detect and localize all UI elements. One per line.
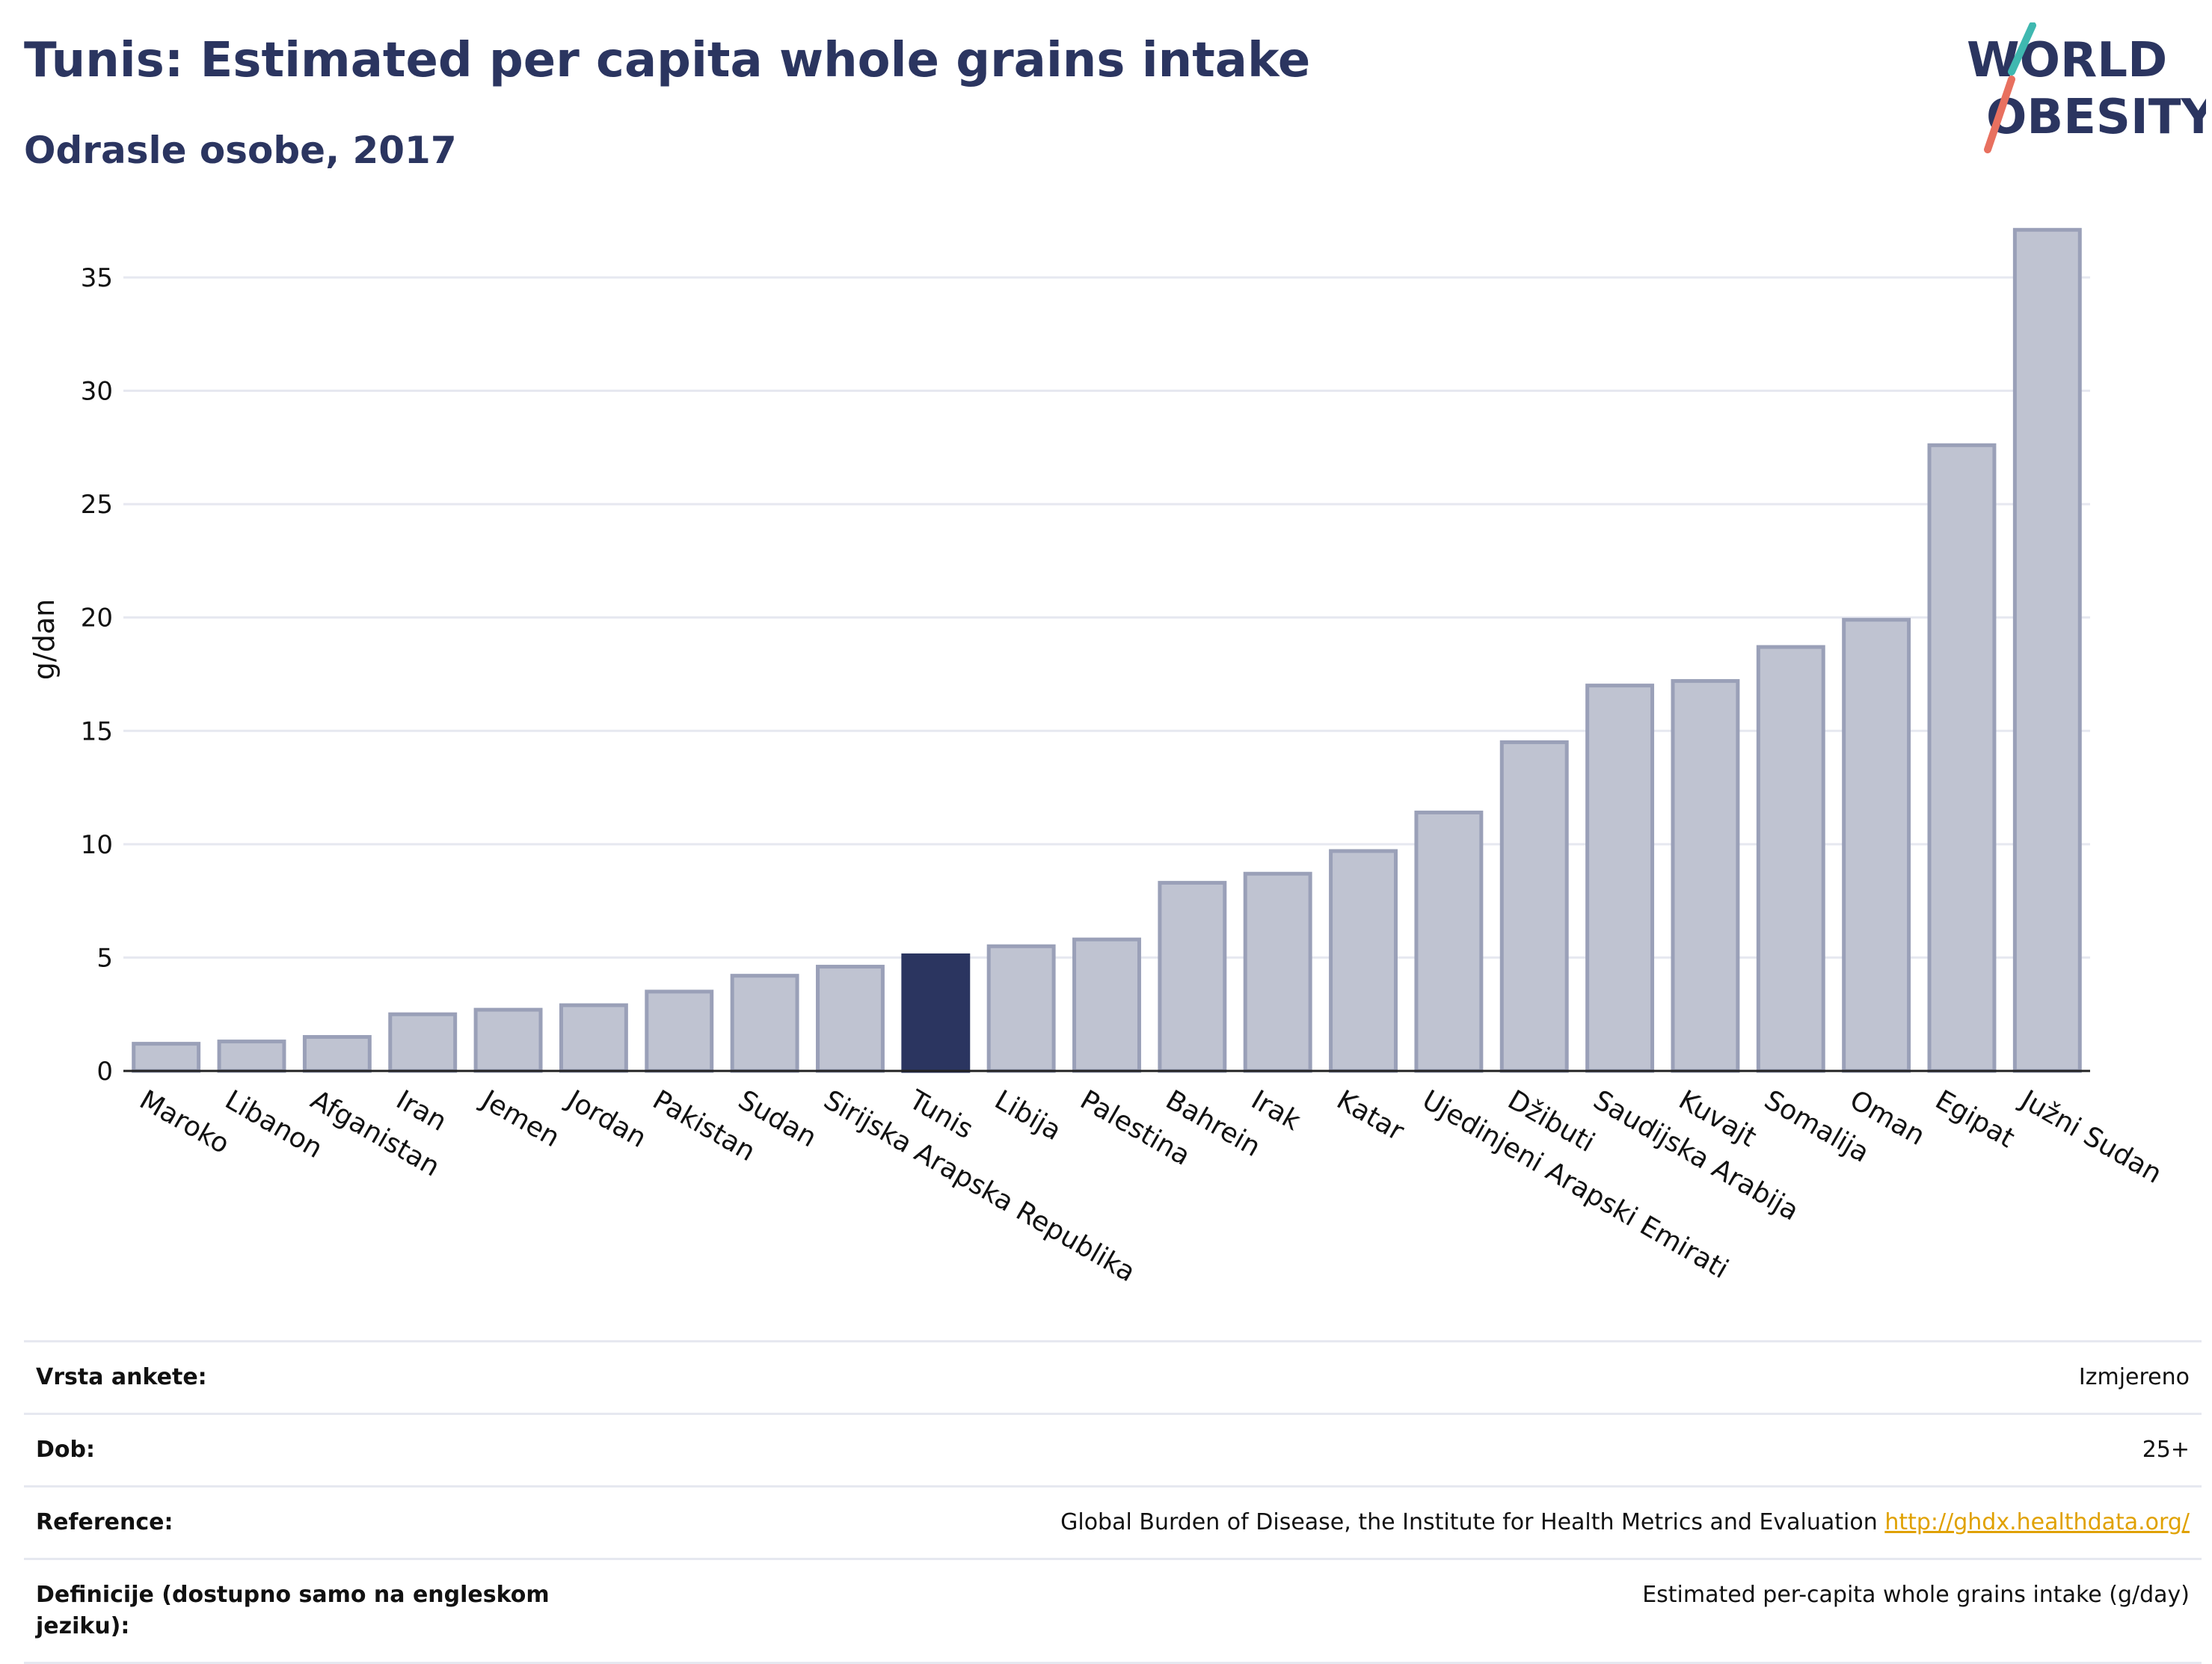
reference-text: Global Burden of Disease, the Institute … xyxy=(1060,1509,1878,1535)
x-tick-label: Katar xyxy=(1332,1084,1410,1147)
bar-kuvajt xyxy=(1671,679,1740,1073)
bar-ju-ni-sudan xyxy=(2012,227,2082,1073)
info-key: Definicije (dostupno samo na engleskom j… xyxy=(36,1582,550,1639)
logo-slash-coral xyxy=(1984,76,2015,153)
page-title: Tunis: Estimated per capita whole grains… xyxy=(24,33,1311,88)
bar-bahrein xyxy=(1158,880,1227,1073)
logo-slash-teal xyxy=(2008,22,2036,76)
bar-palestina xyxy=(1072,937,1141,1073)
reference-link[interactable]: http://ghdx.healthdata.org/ xyxy=(1884,1509,2190,1535)
bar-jemen xyxy=(473,1007,543,1073)
bar-pakistan xyxy=(645,989,714,1073)
bar-d-ibuti xyxy=(1499,740,1569,1073)
bar-maroko xyxy=(132,1042,201,1073)
y-axis-label: g/dan xyxy=(28,599,61,680)
y-tick-label: 25 xyxy=(81,490,113,520)
y-axis-ticks: 0 5 10 15 20 25 30 35 xyxy=(81,263,113,1087)
logo-line1: WORLD xyxy=(1967,33,2167,88)
info-row-reference: Reference: Global Burden of Disease, the… xyxy=(24,1485,2202,1558)
bar-iran xyxy=(388,1012,458,1073)
bar-oman xyxy=(1842,618,1911,1073)
bar-afganistan xyxy=(302,1035,372,1073)
info-key: Vrsta ankete: xyxy=(36,1364,207,1390)
bar-somalija xyxy=(1756,645,1825,1073)
info-row-definition: Definicije (dostupno samo na engleskom j… xyxy=(24,1558,2202,1664)
page-subtitle: Odrasle osobe, 2017 xyxy=(24,129,457,172)
x-tick-label: Egipat xyxy=(1930,1084,2020,1154)
info-value: Estimated per-capita whole grains intake… xyxy=(1642,1582,2190,1608)
x-tick-label: Jemen xyxy=(475,1084,565,1153)
x-tick-label: Jordan xyxy=(561,1084,651,1154)
info-row-age: Dob: 25+ xyxy=(24,1413,2202,1485)
bar-libija xyxy=(986,944,1056,1073)
bar-jordan xyxy=(559,1003,628,1073)
bar-libanon xyxy=(217,1040,286,1073)
info-key: Reference: xyxy=(36,1509,173,1535)
info-value-reference: Global Burden of Disease, the Institute … xyxy=(1060,1507,2190,1538)
x-tick-label: Irak xyxy=(1246,1084,1306,1137)
info-table: Vrsta ankete: Izmjereno Dob: 25+ Referen… xyxy=(24,1340,2202,1664)
y-tick-label: 30 xyxy=(81,377,113,407)
bars xyxy=(132,227,2082,1073)
y-tick-label: 0 xyxy=(96,1057,113,1087)
x-tick-label: Maroko xyxy=(135,1084,235,1160)
bar-katar xyxy=(1329,849,1398,1073)
x-tick-label: Libanon xyxy=(220,1084,328,1164)
y-tick-label: 5 xyxy=(96,943,113,973)
info-value: Izmjereno xyxy=(2078,1364,2190,1390)
x-tick-label: Iran xyxy=(391,1084,452,1138)
bar-egipat xyxy=(1927,443,1997,1073)
y-tick-label: 20 xyxy=(81,604,113,633)
x-tick-label: Južni Sudan xyxy=(2015,1084,2167,1190)
bar-ujedinjeni-arapski-emirati xyxy=(1414,810,1484,1073)
bar-saudijska-arabija xyxy=(1585,684,1655,1073)
bar-sirijska-arapska-republika xyxy=(816,965,885,1073)
bar-tunis xyxy=(901,953,971,1073)
info-row-survey-type: Vrsta ankete: Izmjereno xyxy=(24,1340,2202,1413)
y-tick-label: 10 xyxy=(81,830,113,860)
info-value: 25+ xyxy=(2142,1437,2190,1463)
bar-sudan xyxy=(730,974,799,1073)
y-tick-label: 15 xyxy=(81,716,113,746)
info-key: Dob: xyxy=(36,1437,95,1463)
x-tick-label: Libija xyxy=(989,1084,1066,1146)
logo-line2: OBESITY xyxy=(1986,90,2206,145)
y-tick-label: 35 xyxy=(81,263,113,293)
bar-irak xyxy=(1243,871,1312,1073)
world-obesity-logo: WORLD OBESITY xyxy=(1967,22,2206,153)
